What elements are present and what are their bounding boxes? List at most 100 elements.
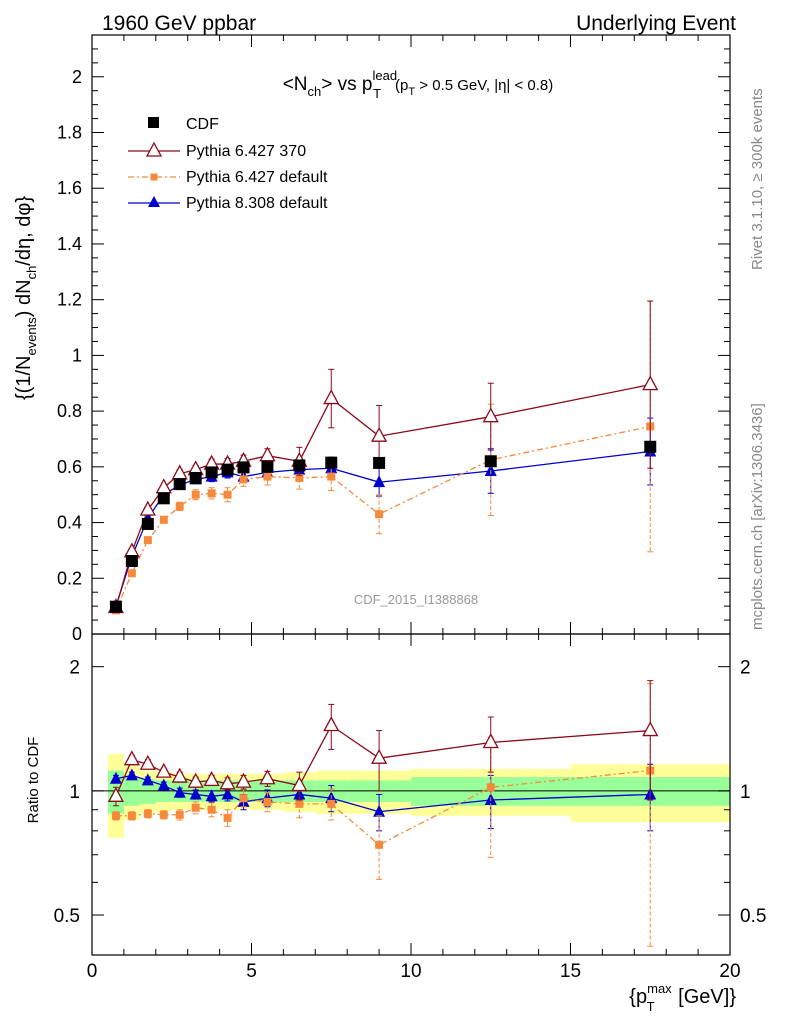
ratio-y-tick-label-right: 2 (740, 658, 751, 679)
y-tick-label: 1.4 (57, 234, 82, 254)
main-series-point-2 (327, 472, 336, 481)
legend-entry-pythia6-default: Pythia 6.427 default (128, 169, 328, 186)
ratio-series-point-2 (143, 809, 152, 818)
main-series-point-2 (239, 475, 248, 484)
main-series-point-2 (175, 502, 184, 511)
main-series-point-0 (125, 555, 138, 568)
main-series-point-0 (484, 455, 497, 468)
ratio-series-point-1 (259, 769, 276, 785)
main-series-point-1 (482, 407, 499, 423)
x-tick-label: 5 (246, 961, 257, 982)
main-series-point-0 (109, 600, 122, 613)
ratio-band-inner (123, 777, 140, 806)
ratio-series-point-1 (139, 754, 156, 770)
main-series-point-2 (159, 515, 168, 524)
legend-label-pythia6-default: Pythia 6.427 default (186, 169, 328, 186)
main-series-point-3 (484, 464, 497, 477)
ratio-series-point-1 (482, 733, 499, 749)
ratio-y-axis-label: Ratio to CDF (25, 737, 42, 824)
main-plot-series (107, 300, 659, 615)
ratio-series-point-1 (642, 721, 659, 737)
ratio-series-point-1 (291, 776, 308, 792)
ratio-series-point-3 (157, 778, 170, 791)
main-series-point-0 (189, 471, 202, 484)
header-left: 1960 GeV ppbar (102, 12, 256, 35)
main-series-point-1 (642, 375, 659, 391)
ratio-series-point-1 (123, 750, 140, 766)
ratio-series-point-2 (263, 797, 272, 806)
x-tick-label: 10 (400, 961, 421, 982)
x-tick-label: 20 (719, 961, 740, 982)
x-axis-label: {pmax T [GeV]} (629, 981, 736, 1014)
axis-ticks (91, 35, 731, 956)
legend-entry-pythia6-370: Pythia 6.427 370 (128, 141, 306, 160)
main-series-point-0 (237, 461, 250, 474)
main-series-point-0 (261, 460, 274, 473)
y-tick-label: 1.6 (57, 178, 82, 198)
y-tick-label: 1.2 (57, 290, 82, 310)
ratio-series-point-1 (155, 762, 172, 778)
y-tick-label: 0.8 (57, 401, 82, 421)
ratio-plot-series (107, 680, 659, 947)
main-series-point-2 (127, 569, 136, 578)
main-series-point-0 (157, 492, 170, 505)
main-series-point-0 (644, 440, 657, 453)
ratio-y-tick-label-right: 0.5 (740, 906, 766, 927)
ratio-series-point-1 (187, 772, 204, 788)
ratio-series-point-2 (295, 799, 304, 808)
ratio-series-point-3 (125, 768, 138, 781)
ratio-y-tick-label: 1 (69, 782, 80, 803)
x-tick-label: 0 (87, 961, 98, 982)
main-series-point-2 (191, 490, 200, 499)
main-series-point-1 (323, 389, 340, 405)
main-series-point-1 (155, 478, 172, 494)
y-axis-label: {(1/Nevents) dNch/dη, dφ} (13, 196, 39, 400)
ratio-series-point-1 (235, 772, 252, 788)
ratio-series-point-1 (323, 716, 340, 732)
legend-marker-pythia8 (148, 196, 160, 207)
y-tick-label: 1 (72, 345, 82, 365)
y-tick-label: 0.2 (57, 568, 82, 588)
x-tick-label: 15 (560, 961, 581, 982)
ratio-series-point-2 (327, 799, 336, 808)
main-series-point-3 (373, 475, 386, 488)
main-series-point-0 (141, 517, 154, 530)
main-series-point-0 (373, 456, 386, 469)
mcplots-label: mcplots.cern.ch [arXiv:1306.3436] (749, 403, 766, 630)
ratio-y-tick-label-right: 1 (740, 782, 751, 803)
main-series-point-1 (259, 446, 276, 462)
ratio-series-point-2 (486, 783, 495, 792)
ratio-series-point-3 (109, 771, 122, 784)
ratio-series-point-2 (375, 840, 384, 849)
legend-label-cdf: CDF (186, 116, 219, 133)
ratio-series-point-1 (107, 786, 125, 802)
ratio-series-point-2 (191, 803, 200, 812)
main-series-point-1 (371, 426, 388, 442)
y-tick-label: 1.8 (57, 123, 82, 143)
main-series-point-0 (293, 459, 306, 472)
legend-label-pythia6-370: Pythia 6.427 370 (186, 143, 306, 160)
axis-tick-labels: 0 5 10 15 20 0 0.2 0.4 0.6 0.8 1 1.2 1.4 1.6 1.8 2 0.5 0.… (54, 67, 767, 982)
legend-marker-pythia6-370 (145, 141, 163, 157)
main-series-point-2 (375, 510, 384, 519)
main-series-point-2 (295, 473, 304, 482)
chart-title: <Nch> vs plead T (pT > 0.5 GeV, |η| < 0.8) (283, 68, 554, 101)
ratio-series-point-3 (205, 789, 218, 802)
y-tick-label: 2 (72, 67, 82, 87)
legend-entry-cdf: CDF (148, 116, 219, 133)
ratio-series-point-1 (219, 774, 236, 790)
ratio-series-point-3 (373, 804, 386, 817)
ratio-series-point-3 (173, 785, 186, 798)
header-right: Underlying Event (576, 12, 736, 35)
ratio-y-tick-label: 2 (69, 658, 80, 679)
ratio-series-point-3 (189, 787, 202, 800)
main-series-point-1 (139, 500, 156, 516)
main-series-point-0 (205, 466, 218, 479)
ratio-series-point-2 (239, 794, 248, 803)
main-series-point-2 (207, 489, 216, 498)
rivet-label: Rivet 3.1.10, ≥ 300k events (749, 88, 766, 270)
ratio-series-point-2 (127, 811, 136, 820)
analysis-watermark: CDF_2015_I1388868 (354, 592, 478, 607)
main-series-point-0 (221, 463, 234, 476)
legend-marker-pythia6-default (150, 173, 158, 181)
